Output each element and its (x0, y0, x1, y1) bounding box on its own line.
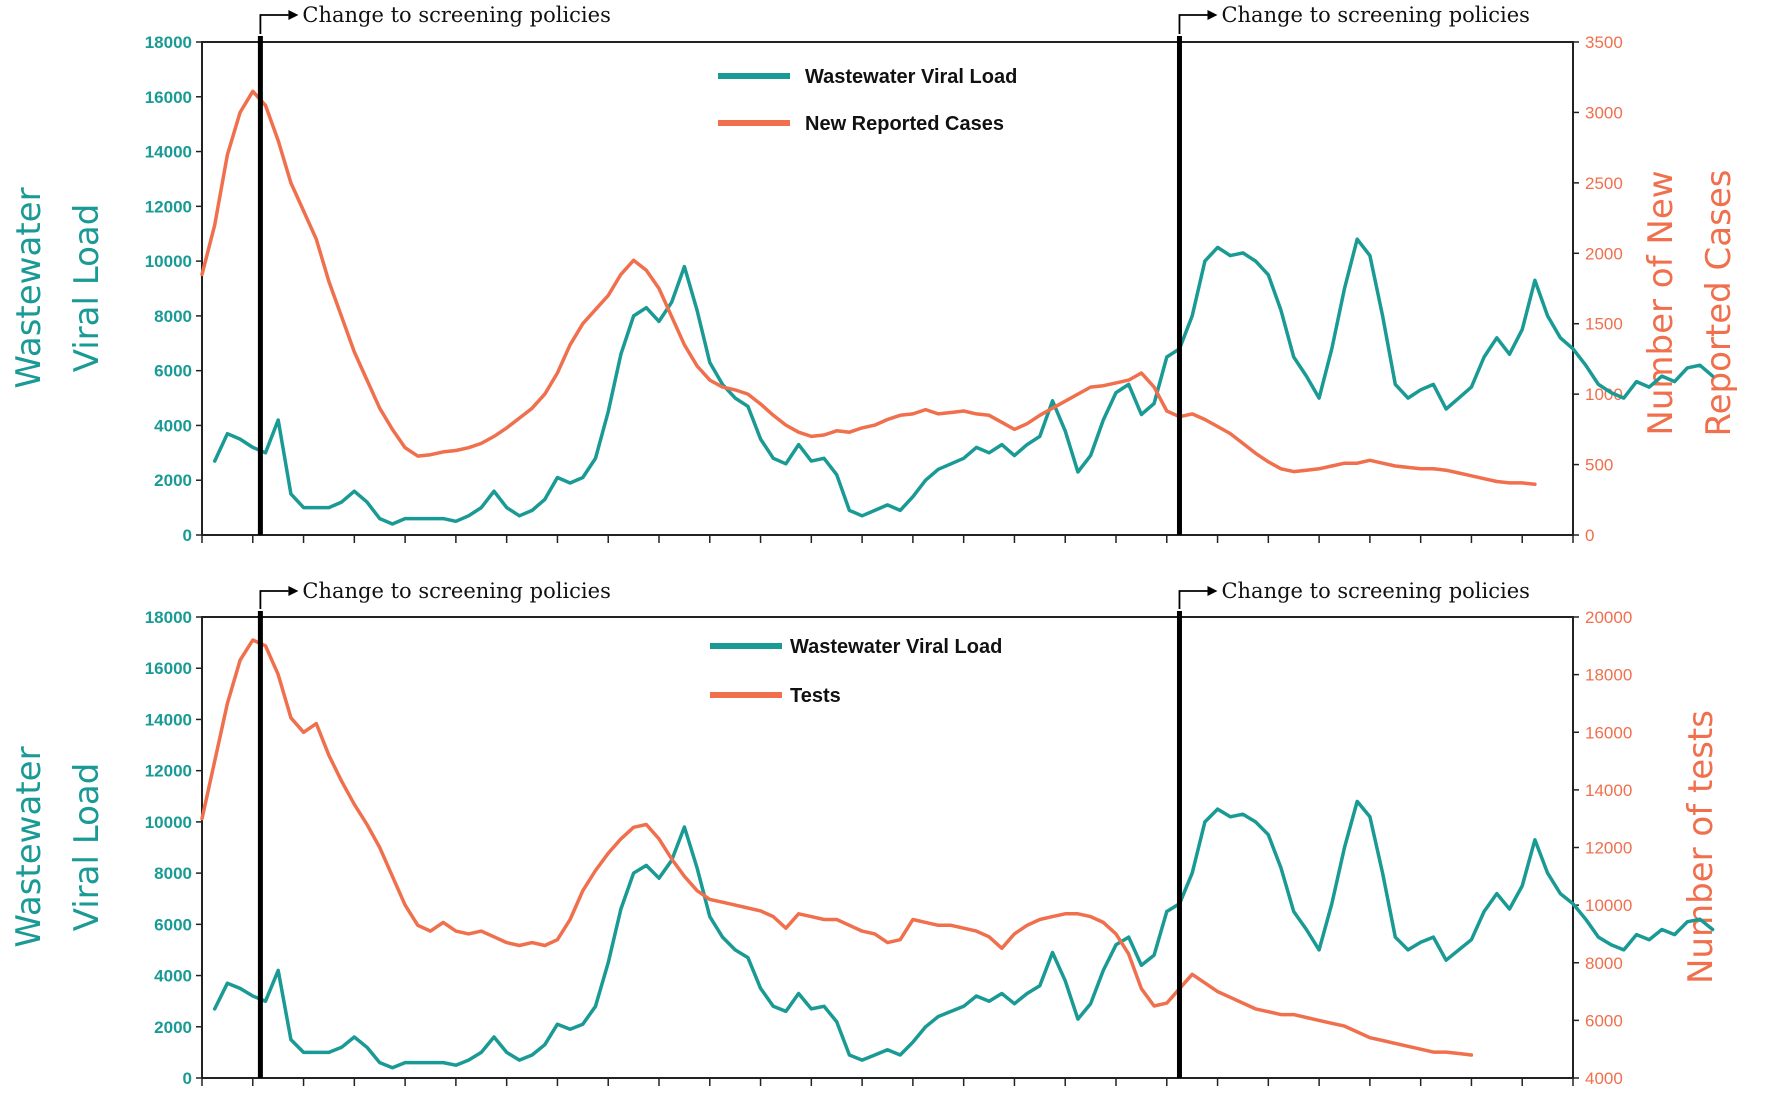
annotation-label: Change to screening policies (302, 579, 610, 603)
plot-frame (201, 41, 1574, 536)
y-left-tick-label: 16000 (145, 659, 192, 678)
series-line-right (200, 638, 1474, 1057)
y-right-tick-label: 6000 (1585, 1011, 1623, 1030)
plot-frame (201, 616, 1574, 1079)
y-left-tick-label: 16000 (145, 88, 192, 107)
y-left-tick-label: 12000 (145, 197, 192, 216)
annotation-label: Change to screening policies (302, 3, 610, 27)
y-right-tick-label: 1000 (1585, 385, 1623, 404)
y-right-tick-label: 4000 (1585, 1069, 1623, 1088)
y-right-tick-label: 18000 (1585, 666, 1632, 685)
y-right-tick-label: 1500 (1585, 315, 1623, 334)
y-left-tick-label: 0 (183, 526, 192, 545)
y-right-tick-label: 2000 (1585, 244, 1623, 263)
y-left-axis-title: Viral Load (67, 763, 107, 932)
y-right-tick-label: 14000 (1585, 781, 1632, 800)
y-right-tick-label: 500 (1585, 456, 1613, 475)
y-right-axis-title: Number of tests (1681, 710, 1721, 984)
y-right-tick-label: 8000 (1585, 954, 1623, 973)
legend-label: New Reported Cases (805, 113, 1004, 135)
y-right-tick-label: 0 (1585, 526, 1594, 545)
annotation-arrowhead (288, 586, 299, 596)
y-left-tick-label: 6000 (154, 362, 192, 381)
y-right-axis-title: Number of New (1641, 170, 1681, 435)
y-left-axis-title: Wastewater (9, 746, 49, 947)
y-right-tick-label: 12000 (1585, 839, 1632, 858)
y-right-tick-label: 3000 (1585, 103, 1623, 122)
y-left-tick-label: 6000 (154, 915, 192, 934)
y-left-tick-label: 18000 (145, 33, 192, 52)
series-line-right (200, 89, 1537, 487)
y-right-tick-label: 2500 (1585, 174, 1623, 193)
annotation-label: Change to screening policies (1221, 579, 1529, 603)
y-left-tick-label: 14000 (145, 143, 192, 162)
y-right-axis-title: Reported Cases (1699, 170, 1739, 437)
y-left-tick-label: 12000 (145, 762, 192, 781)
y-left-tick-label: 2000 (154, 1018, 192, 1037)
legend-label: Tests (790, 685, 841, 707)
legend-label: Wastewater Viral Load (805, 66, 1017, 88)
annotation-label: Change to screening policies (1221, 3, 1529, 27)
legend-label: Wastewater Viral Load (790, 636, 1002, 658)
annotation-arrow (1178, 14, 1208, 34)
y-right-tick-label: 3500 (1585, 33, 1623, 52)
panel-1: 0200040006000800010000120001400016000180… (9, 3, 1739, 545)
annotation-arrowhead (288, 10, 299, 20)
annotation-arrow (259, 590, 289, 609)
annotation-arrow (259, 14, 289, 34)
y-left-tick-label: 4000 (154, 967, 192, 986)
y-left-tick-label: 14000 (145, 710, 192, 729)
y-left-tick-label: 2000 (154, 471, 192, 490)
y-left-tick-label: 0 (183, 1069, 192, 1088)
y-left-axis-title: Viral Load (67, 204, 107, 373)
y-left-tick-label: 10000 (145, 813, 192, 832)
annotation-arrowhead (1207, 586, 1218, 596)
y-left-tick-label: 8000 (154, 864, 192, 883)
y-left-tick-label: 10000 (145, 252, 192, 271)
y-right-tick-label: 20000 (1585, 608, 1632, 627)
series-line-viral-load (212, 237, 1715, 526)
annotation-arrow (1178, 590, 1208, 609)
y-right-tick-label: 16000 (1585, 723, 1632, 742)
y-left-axis-title: Wastewater (9, 187, 49, 388)
y-left-tick-label: 4000 (154, 416, 192, 435)
annotation-arrowhead (1207, 10, 1218, 20)
series-line-viral-load (212, 799, 1715, 1070)
y-left-tick-label: 8000 (154, 307, 192, 326)
panel-2: 0 2000 4000 6000 8000 10000 12000 14000 16000 180… (9, 579, 1721, 1088)
y-right-tick-label: 10000 (1585, 896, 1632, 915)
y-left-tick-label: 18000 (145, 608, 192, 627)
